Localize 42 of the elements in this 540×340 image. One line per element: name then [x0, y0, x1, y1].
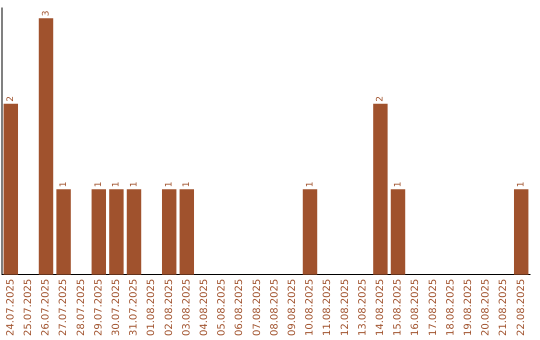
x-tick-label: 05.08.2025 — [216, 278, 228, 336]
x-tick-label: 30.07.2025 — [110, 278, 122, 336]
x-tick-label: 13.08.2025 — [357, 278, 368, 336]
x-tick-label: 16.08.2025 — [410, 278, 422, 336]
x-tick-label: 03.08.2025 — [181, 278, 192, 336]
x-tick-label: 19.08.2025 — [462, 278, 474, 336]
data-label: 1 — [58, 182, 69, 188]
data-label: 1 — [94, 182, 104, 188]
x-tick-label: 31.07.2025 — [128, 278, 140, 336]
x-tick-label: 29.07.2025 — [93, 278, 104, 336]
x-tick-label: 06.08.2025 — [234, 278, 246, 336]
x-tick-label: 26.07.2025 — [40, 278, 52, 336]
data-label: 3 — [41, 10, 52, 16]
data-label: 2 — [6, 96, 16, 102]
x-tick-label: 04.08.2025 — [198, 278, 210, 336]
x-tick-label: 21.08.2025 — [498, 278, 510, 336]
x-tick-label: 22.08.2025 — [516, 278, 527, 336]
data-label: 1 — [112, 182, 122, 188]
x-tick-label: 02.08.2025 — [164, 278, 175, 336]
x-tick-label: 25.07.2025 — [22, 278, 34, 336]
x-tick-label: 20.08.2025 — [480, 278, 492, 336]
x-tick-label: 17.08.2025 — [428, 278, 439, 336]
x-tick-label: 11.08.2025 — [322, 278, 334, 336]
data-label: 1 — [516, 182, 527, 188]
x-tick-label: 08.08.2025 — [269, 278, 280, 336]
x-tick-label: 01.08.2025 — [146, 278, 158, 336]
data-label: 1 — [393, 182, 404, 188]
x-tick-label: 14.08.2025 — [374, 278, 386, 336]
x-tick-label: 28.07.2025 — [76, 278, 87, 336]
data-label: 1 — [182, 182, 192, 188]
data-label: 1 — [164, 182, 175, 188]
x-tick-label: 07.08.2025 — [252, 278, 263, 336]
x-tick-label: 18.08.2025 — [445, 278, 456, 336]
x-tick-label: 24.07.2025 — [5, 278, 16, 336]
data-label: 2 — [376, 96, 386, 102]
x-tick-label: 09.08.2025 — [286, 278, 298, 336]
data-label: 1 — [305, 182, 316, 188]
x-tick-label: 27.07.2025 — [58, 278, 70, 336]
x-tick-label: 12.08.2025 — [340, 278, 351, 336]
x-tick-label: 10.08.2025 — [304, 278, 316, 336]
data-label: 1 — [129, 182, 140, 188]
x-tick-label: 15.08.2025 — [392, 278, 404, 336]
